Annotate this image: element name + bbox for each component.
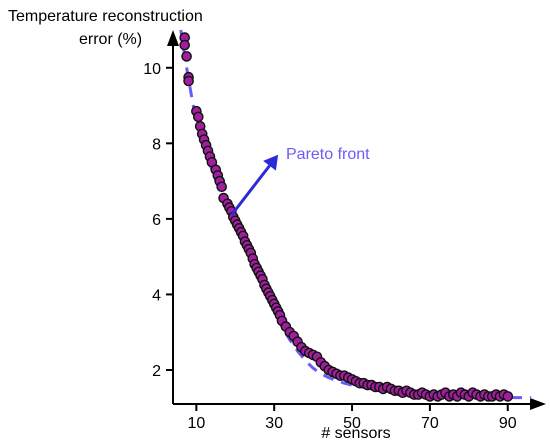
x-axis-arrow-icon bbox=[530, 398, 546, 410]
data-point bbox=[216, 181, 227, 193]
y-tick-label: 2 bbox=[152, 363, 161, 380]
x-axis-label: # sensors bbox=[321, 425, 390, 442]
trend-line bbox=[179, 29, 532, 400]
x-tick-label: 50 bbox=[343, 415, 361, 432]
x-tick-label: 10 bbox=[187, 415, 205, 432]
trend-line-group bbox=[179, 29, 532, 400]
y-tick-label: 10 bbox=[143, 61, 161, 78]
axes bbox=[167, 30, 546, 410]
annotation-label: Pareto front bbox=[286, 146, 370, 163]
annotation-group: Pareto front bbox=[230, 146, 370, 217]
x-tick-label: 30 bbox=[265, 415, 283, 432]
y-axis-label-line-1: Temperature reconstruction bbox=[8, 8, 203, 25]
data-point bbox=[179, 39, 190, 51]
data-point bbox=[183, 75, 194, 87]
x-tick-label: 70 bbox=[421, 415, 439, 432]
annotation-arrowhead-icon bbox=[263, 154, 279, 171]
y-axis-label-line-2: error (%) bbox=[79, 31, 142, 48]
data-points-group bbox=[179, 32, 514, 402]
y-axis-arrow-icon bbox=[167, 30, 179, 46]
data-point bbox=[192, 111, 204, 123]
y-tick-label: 8 bbox=[152, 136, 161, 153]
data-point bbox=[502, 391, 514, 402]
annotation-arrow bbox=[230, 164, 271, 217]
ticks-group: 10 30 50 70 90 2 4 6 8 10 bbox=[143, 61, 517, 432]
x-tick-label: 90 bbox=[499, 415, 517, 432]
y-tick-label: 6 bbox=[152, 212, 161, 229]
data-point bbox=[181, 51, 192, 62]
y-tick-label: 4 bbox=[152, 287, 161, 304]
